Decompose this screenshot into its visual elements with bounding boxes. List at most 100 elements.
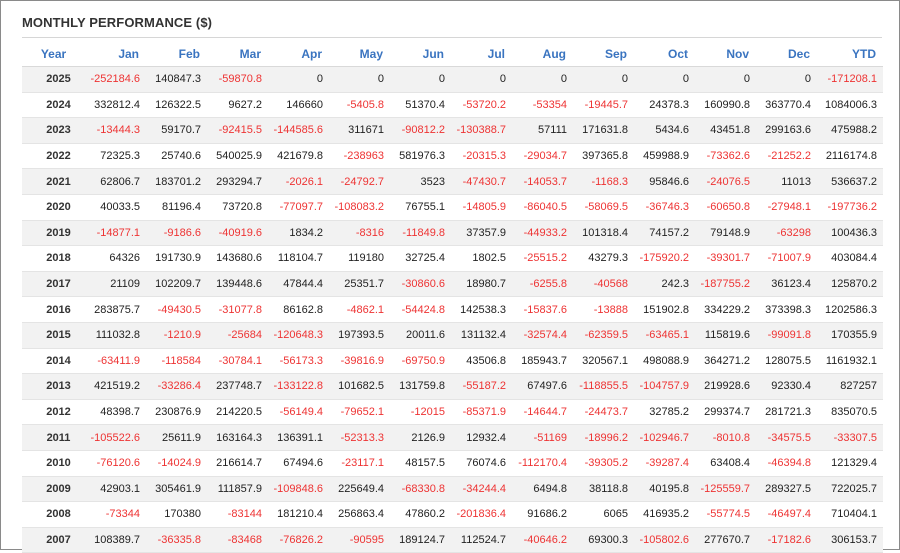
- month-value-cell: 115819.6: [695, 322, 756, 349]
- month-value-cell: 163164.3: [207, 424, 268, 451]
- table-row: 2007 108389.7 -36335.8 -83468 -76826.2 -90595…: [22, 527, 883, 553]
- table-row: 2021 62806.7 183701.2 293294.7 -2026.1 -24792…: [22, 168, 883, 195]
- month-value-cell: 67494.6: [268, 450, 329, 477]
- month-value-cell: 183701.2: [146, 168, 207, 195]
- month-value-cell: 102209.7: [146, 271, 207, 298]
- ytd-cell: 536637.2: [817, 168, 883, 195]
- ytd-cell: 835070.5: [817, 399, 883, 426]
- month-value-cell: 0: [756, 66, 817, 93]
- month-value-cell: 25351.7: [329, 271, 390, 298]
- month-value-cell: -15837.6: [512, 296, 573, 323]
- month-value-cell: 363770.4: [756, 92, 817, 119]
- month-value-cell: -51169: [512, 424, 573, 451]
- column-header-oct: Oct: [634, 41, 695, 67]
- month-value-cell: 25611.9: [146, 424, 207, 451]
- panel-title: MONTHLY PERFORMANCE ($): [22, 15, 213, 30]
- month-value-cell: 0: [512, 66, 573, 93]
- month-value-cell: -31077.8: [207, 296, 268, 323]
- ytd-cell: 710404.1: [817, 501, 883, 528]
- table-row: 2014 -63411.9 -118584 -30784.1 -56173.3 -3981…: [22, 348, 883, 375]
- ytd-cell: -33307.5: [817, 424, 883, 451]
- month-value-cell: 119180: [329, 245, 390, 272]
- month-value-cell: -144585.6: [268, 117, 329, 144]
- month-value-cell: 216614.7: [207, 450, 268, 477]
- month-value-cell: 334229.2: [695, 296, 756, 323]
- month-value-cell: 197393.5: [329, 322, 390, 349]
- month-value-cell: 76755.1: [390, 194, 451, 221]
- year-cell: 2018: [22, 245, 85, 272]
- month-value-cell: -36746.3: [634, 194, 695, 221]
- ytd-cell: 1084006.3: [817, 92, 883, 119]
- month-value-cell: -2026.1: [268, 168, 329, 195]
- month-value-cell: -63411.9: [85, 348, 146, 375]
- ytd-cell: 722025.7: [817, 476, 883, 503]
- month-value-cell: -19445.7: [573, 92, 634, 119]
- year-cell: 2025: [22, 66, 85, 93]
- ytd-cell: 1161932.1: [817, 348, 883, 375]
- month-value-cell: 0: [451, 66, 512, 93]
- column-header-jul: Jul: [451, 41, 512, 67]
- month-value-cell: -58069.5: [573, 194, 634, 221]
- table-row: 2022 72325.3 25740.6 540025.9 421679.8 -23896…: [22, 143, 883, 170]
- year-cell: 2011: [22, 424, 85, 451]
- ytd-cell: 1202586.3: [817, 296, 883, 323]
- month-value-cell: 128075.5: [756, 348, 817, 375]
- month-value-cell: -104757.9: [634, 373, 695, 400]
- month-value-cell: -76826.2: [268, 527, 329, 553]
- month-value-cell: -99091.8: [756, 322, 817, 349]
- month-value-cell: 36123.4: [756, 271, 817, 298]
- month-value-cell: -73362.6: [695, 143, 756, 170]
- month-value-cell: 181210.4: [268, 501, 329, 528]
- month-value-cell: 142538.3: [451, 296, 512, 323]
- table-row: 2013 421519.2 -33286.4 237748.7 -133122.8 101…: [22, 373, 883, 400]
- month-value-cell: 0: [573, 66, 634, 93]
- month-value-cell: 91686.2: [512, 501, 573, 528]
- table-header-row: Year Jan Feb Mar Apr May Jun Jul Aug Sep Oct Nov Dec…: [22, 41, 883, 67]
- month-value-cell: 12932.4: [451, 424, 512, 451]
- month-value-cell: -14805.9: [451, 194, 512, 221]
- ytd-cell: -197736.2: [817, 194, 883, 221]
- year-cell: 2021: [22, 168, 85, 195]
- year-cell: 2010: [22, 450, 85, 477]
- month-value-cell: -54424.8: [390, 296, 451, 323]
- table-row: 2015 111032.8 -1210.9 -25684 -120648.3 197393…: [22, 322, 883, 349]
- month-value-cell: -79652.1: [329, 399, 390, 426]
- month-value-cell: 459988.9: [634, 143, 695, 170]
- month-value-cell: -25515.2: [512, 245, 573, 272]
- month-value-cell: 24378.3: [634, 92, 695, 119]
- month-value-cell: -17182.6: [756, 527, 817, 553]
- month-value-cell: 421679.8: [268, 143, 329, 170]
- month-value-cell: 101682.5: [329, 373, 390, 400]
- year-cell: 2020: [22, 194, 85, 221]
- month-value-cell: 283875.7: [85, 296, 146, 323]
- month-value-cell: -39287.4: [634, 450, 695, 477]
- month-value-cell: -62359.5: [573, 322, 634, 349]
- month-value-cell: 118104.7: [268, 245, 329, 272]
- month-value-cell: -39816.9: [329, 348, 390, 375]
- month-value-cell: 101318.4: [573, 220, 634, 247]
- month-value-cell: 48157.5: [390, 450, 451, 477]
- month-value-cell: 364271.2: [695, 348, 756, 375]
- month-value-cell: -18996.2: [573, 424, 634, 451]
- ytd-cell: 403084.4: [817, 245, 883, 272]
- month-value-cell: -1168.3: [573, 168, 634, 195]
- year-cell: 2013: [22, 373, 85, 400]
- month-value-cell: -90595: [329, 527, 390, 553]
- month-value-cell: -83468: [207, 527, 268, 553]
- month-value-cell: -9186.6: [146, 220, 207, 247]
- month-value-cell: 47860.2: [390, 501, 451, 528]
- column-header-mar: Mar: [207, 41, 268, 67]
- table-row: 2010 -76120.6 -14024.9 216614.7 67494.6 -2311…: [22, 450, 883, 477]
- month-value-cell: 299374.7: [695, 399, 756, 426]
- month-value-cell: 112524.7: [451, 527, 512, 553]
- year-cell: 2022: [22, 143, 85, 170]
- month-value-cell: -238963: [329, 143, 390, 170]
- month-value-cell: -133122.8: [268, 373, 329, 400]
- month-value-cell: -77097.7: [268, 194, 329, 221]
- ytd-cell: 2116174.8: [817, 143, 883, 170]
- year-cell: 2023: [22, 117, 85, 144]
- month-value-cell: -6255.8: [512, 271, 573, 298]
- month-value-cell: -27948.1: [756, 194, 817, 221]
- month-value-cell: 64326: [85, 245, 146, 272]
- month-value-cell: 171631.8: [573, 117, 634, 144]
